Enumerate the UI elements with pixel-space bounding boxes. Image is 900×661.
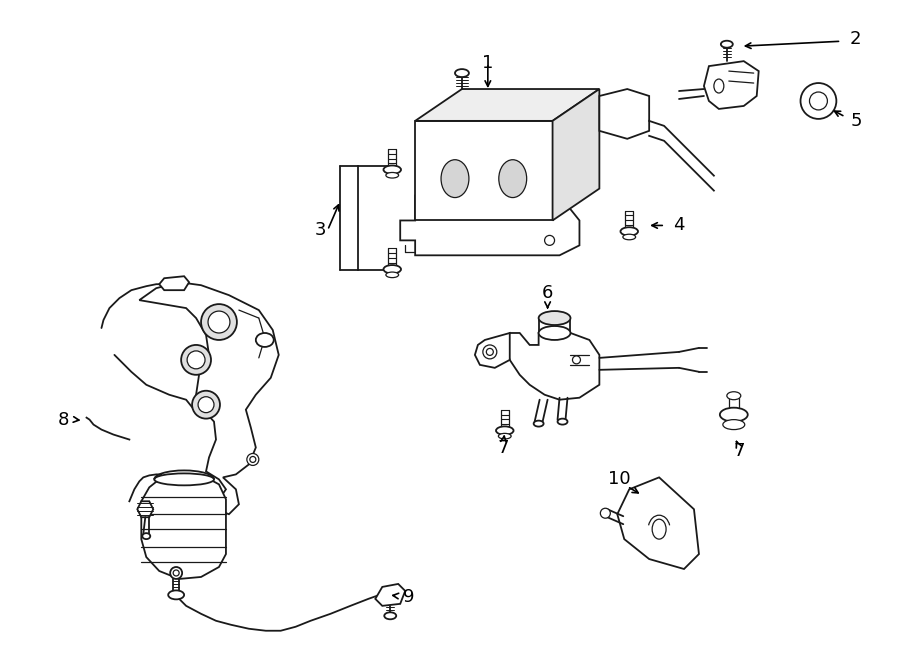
- Polygon shape: [400, 196, 580, 255]
- Ellipse shape: [383, 265, 401, 274]
- Ellipse shape: [250, 457, 256, 463]
- Ellipse shape: [170, 567, 182, 579]
- Ellipse shape: [142, 533, 150, 539]
- Ellipse shape: [384, 612, 396, 619]
- Polygon shape: [415, 89, 599, 121]
- Polygon shape: [505, 333, 599, 400]
- Ellipse shape: [173, 570, 179, 576]
- Ellipse shape: [623, 234, 635, 240]
- Polygon shape: [599, 89, 649, 139]
- Ellipse shape: [723, 420, 745, 430]
- Ellipse shape: [181, 345, 211, 375]
- Ellipse shape: [727, 392, 741, 400]
- Text: 7: 7: [733, 442, 744, 461]
- Ellipse shape: [538, 326, 571, 340]
- Ellipse shape: [600, 508, 610, 518]
- Ellipse shape: [652, 519, 666, 539]
- Text: 5: 5: [850, 112, 862, 130]
- Ellipse shape: [441, 160, 469, 198]
- Polygon shape: [159, 276, 189, 290]
- Polygon shape: [475, 333, 509, 368]
- Ellipse shape: [256, 333, 274, 347]
- Ellipse shape: [383, 165, 401, 174]
- Ellipse shape: [386, 272, 399, 278]
- Ellipse shape: [201, 304, 237, 340]
- Ellipse shape: [486, 348, 493, 356]
- Polygon shape: [141, 475, 226, 579]
- Text: 1: 1: [482, 54, 493, 72]
- Polygon shape: [617, 477, 699, 569]
- Ellipse shape: [534, 420, 544, 426]
- Text: 10: 10: [608, 471, 631, 488]
- Polygon shape: [415, 121, 553, 221]
- Polygon shape: [553, 89, 599, 221]
- Ellipse shape: [499, 160, 526, 198]
- Text: 8: 8: [58, 410, 69, 428]
- Text: 2: 2: [850, 30, 861, 48]
- Ellipse shape: [721, 41, 733, 48]
- Ellipse shape: [198, 397, 214, 412]
- Ellipse shape: [800, 83, 836, 119]
- Ellipse shape: [499, 434, 511, 439]
- Polygon shape: [704, 61, 759, 109]
- Ellipse shape: [168, 590, 184, 600]
- Ellipse shape: [386, 173, 399, 178]
- Polygon shape: [375, 584, 405, 606]
- Ellipse shape: [809, 92, 827, 110]
- Ellipse shape: [154, 473, 214, 485]
- Ellipse shape: [455, 69, 469, 77]
- Ellipse shape: [538, 311, 571, 325]
- Ellipse shape: [483, 345, 497, 359]
- Ellipse shape: [208, 311, 230, 333]
- Ellipse shape: [720, 408, 748, 422]
- Text: 9: 9: [402, 588, 414, 606]
- Polygon shape: [140, 282, 279, 514]
- Ellipse shape: [187, 351, 205, 369]
- Text: 3: 3: [315, 221, 327, 239]
- Ellipse shape: [572, 356, 580, 364]
- Ellipse shape: [496, 426, 514, 435]
- Ellipse shape: [557, 418, 568, 424]
- Ellipse shape: [544, 235, 554, 245]
- Ellipse shape: [620, 227, 638, 235]
- Polygon shape: [138, 501, 153, 517]
- Text: 4: 4: [673, 216, 685, 235]
- Text: 6: 6: [542, 284, 554, 302]
- Ellipse shape: [192, 391, 220, 418]
- Ellipse shape: [714, 79, 724, 93]
- Ellipse shape: [247, 453, 259, 465]
- Text: 7: 7: [497, 438, 508, 457]
